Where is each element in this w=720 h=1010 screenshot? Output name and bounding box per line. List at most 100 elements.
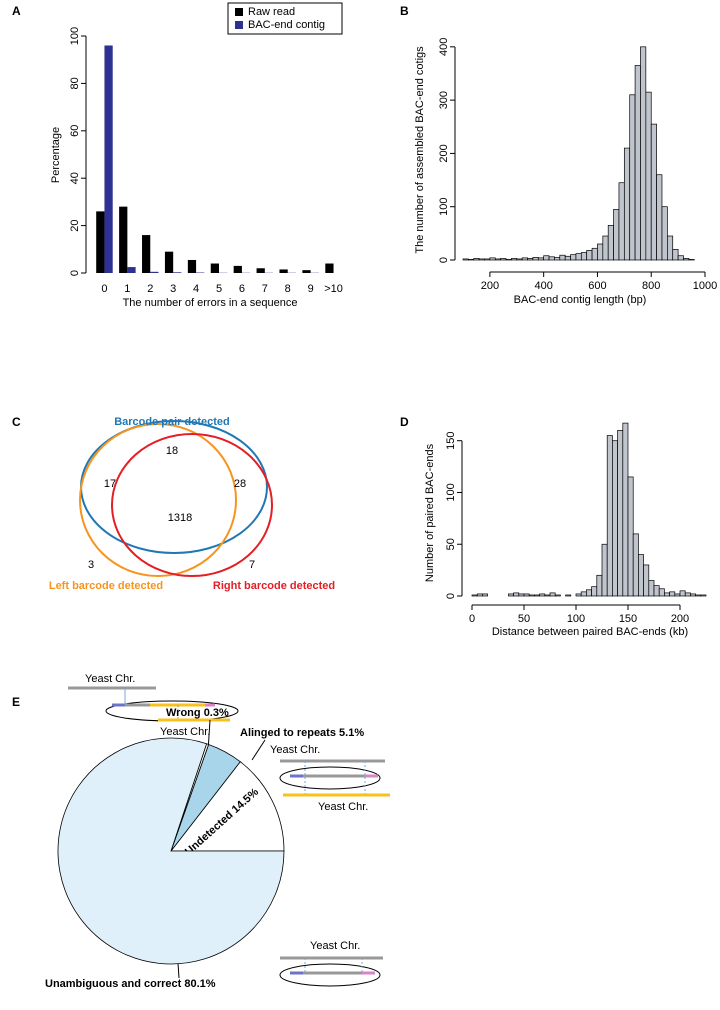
histogram-bar xyxy=(650,123,657,261)
pie-label-category: Wrong xyxy=(166,707,201,719)
histogram-bar xyxy=(527,258,534,261)
histogram-bar xyxy=(537,257,545,261)
pie-label-value: 80.1% xyxy=(184,978,215,990)
histogram-bar xyxy=(484,258,491,261)
histogram-bar xyxy=(700,594,707,597)
pie-label-category: Alinged to repeats xyxy=(240,727,336,739)
legend-swatch xyxy=(235,21,243,29)
pie-slice xyxy=(57,737,285,965)
legend-swatch xyxy=(235,8,243,16)
histogram-bar xyxy=(489,257,496,261)
histogram-bar xyxy=(677,255,684,261)
leader-line xyxy=(251,739,266,761)
bar xyxy=(256,268,265,273)
histogram-bar xyxy=(516,258,523,261)
y-tick-label: 40 xyxy=(69,172,81,184)
histogram-bar xyxy=(690,593,696,597)
y-tick-label: 0 xyxy=(438,257,450,263)
histogram-bar xyxy=(683,258,690,261)
bar xyxy=(104,45,113,274)
histogram-bar xyxy=(684,592,691,597)
histogram-bar xyxy=(462,258,469,261)
histogram-bar xyxy=(591,586,598,597)
histogram-bar xyxy=(622,422,629,597)
histogram-bar xyxy=(508,593,514,597)
x-tick-label: 50 xyxy=(518,613,530,625)
histogram-bar xyxy=(586,250,593,261)
histogram-bar xyxy=(653,585,660,597)
panel-label: D xyxy=(400,415,409,429)
histogram-bar xyxy=(638,554,644,597)
histogram-bar xyxy=(559,254,566,261)
histogram-bar xyxy=(580,591,587,597)
histogram-bar xyxy=(511,258,518,261)
histogram-bar xyxy=(674,593,681,597)
y-tick-label: 20 xyxy=(69,219,81,231)
pie-label: Unambiguous and correct 80.1% xyxy=(45,978,216,990)
legend-label: Raw read xyxy=(248,6,295,18)
x-tick-label: 200 xyxy=(481,280,499,292)
pie-label: Alinged to repeats 5.1% xyxy=(240,727,364,739)
y-tick-label: 80 xyxy=(69,77,81,89)
histogram-bar xyxy=(613,209,620,261)
bar xyxy=(96,211,105,273)
histogram-bar xyxy=(596,574,603,597)
venn-label: Left barcode detected xyxy=(49,580,163,592)
x-tick-label: 100 xyxy=(567,613,585,625)
histogram-bar xyxy=(549,592,556,597)
panel-label: E xyxy=(12,695,20,709)
venn-label: Barcode pair detected xyxy=(114,416,230,428)
histogram-bar xyxy=(602,235,609,261)
histogram-bar xyxy=(468,259,475,261)
venn-label: Right barcode detected xyxy=(213,580,335,592)
schematic-label: Yeast Chr. xyxy=(318,801,368,813)
bar xyxy=(127,267,136,273)
histogram-bar xyxy=(618,182,625,261)
histogram-bar xyxy=(658,588,665,597)
x-tick-label: 4 xyxy=(193,283,199,295)
y-tick-label: 100 xyxy=(445,483,457,501)
bar xyxy=(302,270,311,273)
histogram-bar xyxy=(688,259,695,261)
histogram-bar xyxy=(575,593,582,597)
x-tick-label: 8 xyxy=(285,283,291,295)
bar xyxy=(150,271,159,273)
pie-label-value: 5.1% xyxy=(339,727,364,739)
x-tick-label: 5 xyxy=(216,283,222,295)
histogram-bar xyxy=(471,594,478,597)
histogram-bar xyxy=(623,147,631,261)
x-axis-label: BAC-end contig length (bp) xyxy=(514,294,647,306)
x-tick-label: >10 xyxy=(324,283,343,295)
histogram-bar xyxy=(554,594,561,597)
histogram-bar xyxy=(632,533,639,597)
y-tick-label: 150 xyxy=(445,432,457,450)
x-tick-label: 7 xyxy=(262,283,268,295)
venn-count: 1318 xyxy=(168,512,192,524)
x-tick-label: 150 xyxy=(619,613,637,625)
bar xyxy=(119,206,128,273)
histogram-bar xyxy=(575,253,582,261)
pie-label: Wrong 0.3% xyxy=(166,707,229,719)
venn-set xyxy=(79,423,237,577)
bar xyxy=(164,251,174,273)
pie-label-category: Unambiguous and correct xyxy=(45,978,182,990)
histogram-bar xyxy=(643,564,650,597)
y-axis-label: The number of assembled BAC-end cotigs xyxy=(414,46,426,254)
histogram-bar xyxy=(532,256,539,261)
x-tick-label: 1000 xyxy=(693,280,717,292)
histogram-bar xyxy=(640,46,647,261)
histogram-bar xyxy=(607,225,614,261)
y-tick-label: 100 xyxy=(438,198,450,216)
histogram-bar xyxy=(534,594,540,597)
venn-count: 18 xyxy=(166,445,178,457)
histogram-bar xyxy=(661,206,668,261)
legend-label: BAC-end contig xyxy=(248,19,325,31)
histogram-bar xyxy=(627,476,634,597)
histogram-bar xyxy=(518,593,525,597)
histogram-bar xyxy=(554,256,561,261)
bar xyxy=(279,269,288,273)
histogram-bar xyxy=(482,593,488,597)
histogram-bar xyxy=(505,259,512,261)
histogram-bar xyxy=(523,593,530,597)
